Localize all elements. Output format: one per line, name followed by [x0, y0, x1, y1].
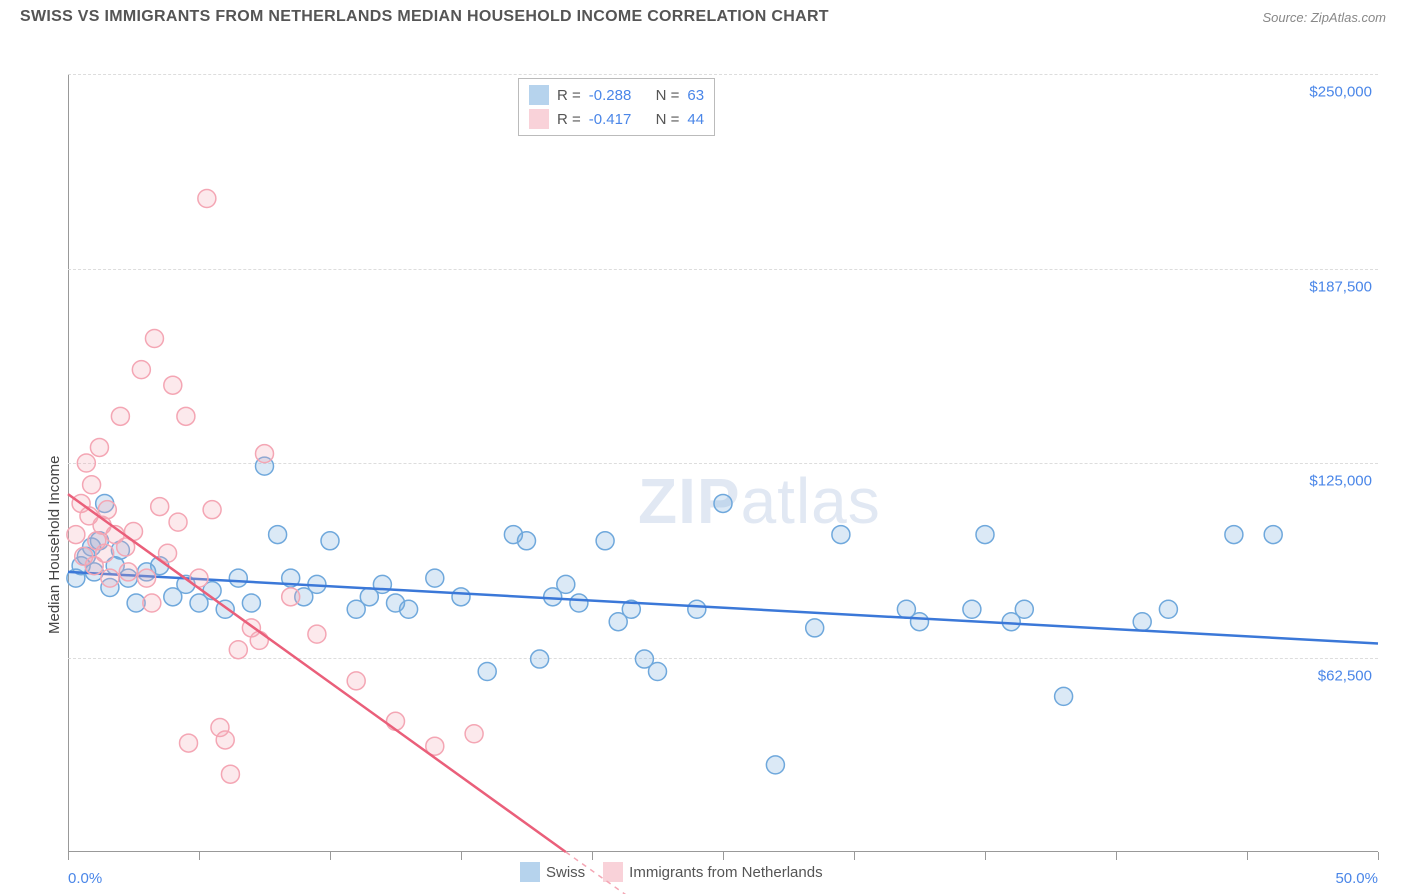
- stat-label: N =: [656, 111, 680, 128]
- scatter-svg: [68, 74, 1378, 852]
- data-point: [531, 650, 549, 668]
- x-tick: [1116, 852, 1117, 860]
- data-point: [308, 625, 326, 643]
- data-point: [766, 756, 784, 774]
- data-point: [101, 569, 119, 587]
- data-point: [145, 330, 163, 348]
- data-point: [688, 600, 706, 618]
- stats-row: R = -0.288 N = 63: [529, 83, 704, 107]
- x-tick: [985, 852, 986, 860]
- data-point: [400, 600, 418, 618]
- x-tick: [68, 852, 69, 860]
- data-point: [518, 532, 536, 550]
- stat-r-value: -0.417: [589, 111, 632, 128]
- data-point: [911, 613, 929, 631]
- data-point: [426, 569, 444, 587]
- legend-label: Swiss: [546, 864, 585, 881]
- bottom-legend: Swiss Immigrants from Netherlands: [520, 862, 823, 882]
- legend-item: Swiss: [520, 862, 585, 882]
- data-point: [256, 445, 274, 463]
- data-point: [242, 594, 260, 612]
- data-point: [321, 532, 339, 550]
- data-point: [714, 494, 732, 512]
- x-tick: [592, 852, 593, 860]
- data-point: [169, 513, 187, 531]
- legend-swatch: [529, 109, 549, 129]
- data-point: [229, 641, 247, 659]
- data-point: [465, 725, 483, 743]
- data-point: [570, 594, 588, 612]
- data-point: [229, 569, 247, 587]
- data-point: [1015, 600, 1033, 618]
- data-point: [98, 501, 116, 519]
- x-tick: [1247, 852, 1248, 860]
- legend-swatch: [520, 862, 540, 882]
- stat-label: R =: [557, 87, 581, 104]
- x-tick: [723, 852, 724, 860]
- data-point: [96, 544, 114, 562]
- data-point: [250, 631, 268, 649]
- data-point: [143, 594, 161, 612]
- data-point: [198, 189, 216, 207]
- data-point: [269, 526, 287, 544]
- x-label-left: 0.0%: [68, 870, 102, 887]
- data-point: [347, 672, 365, 690]
- data-point: [478, 663, 496, 681]
- data-point: [77, 454, 95, 472]
- data-point: [180, 734, 198, 752]
- y-axis-title: Median Household Income: [46, 456, 63, 634]
- data-point: [452, 588, 470, 606]
- data-point: [138, 569, 156, 587]
- x-label-right: 50.0%: [1335, 870, 1378, 887]
- x-tick: [199, 852, 200, 860]
- data-point: [1055, 687, 1073, 705]
- data-point: [216, 731, 234, 749]
- stat-label: R =: [557, 111, 581, 128]
- data-point: [177, 407, 195, 425]
- data-point: [119, 563, 137, 581]
- data-point: [203, 501, 221, 519]
- data-point: [132, 361, 150, 379]
- stat-r-value: -0.288: [589, 87, 632, 104]
- data-point: [649, 663, 667, 681]
- data-point: [976, 526, 994, 544]
- legend-item: Immigrants from Netherlands: [603, 862, 822, 882]
- x-tick: [1378, 852, 1379, 860]
- chart-title: SWISS VS IMMIGRANTS FROM NETHERLANDS MED…: [20, 8, 829, 26]
- data-point: [282, 588, 300, 606]
- data-point: [963, 600, 981, 618]
- data-point: [1133, 613, 1151, 631]
- plot-area: $62,500$125,000$187,500$250,0000.0%50.0%…: [68, 74, 1378, 852]
- stat-n-value: 63: [687, 87, 704, 104]
- data-point: [159, 544, 177, 562]
- chart-container: $62,500$125,000$187,500$250,0000.0%50.0%…: [20, 34, 1386, 894]
- data-point: [67, 526, 85, 544]
- legend-swatch: [529, 85, 549, 105]
- stats-row: R = -0.417 N = 44: [529, 107, 704, 131]
- data-point: [1159, 600, 1177, 618]
- data-point: [151, 498, 169, 516]
- legend-swatch: [603, 862, 623, 882]
- data-point: [387, 712, 405, 730]
- stat-n-value: 44: [687, 111, 704, 128]
- data-point: [90, 438, 108, 456]
- data-point: [557, 575, 575, 593]
- x-tick: [461, 852, 462, 860]
- data-point: [806, 619, 824, 637]
- data-point: [111, 407, 129, 425]
- data-point: [1264, 526, 1282, 544]
- data-point: [221, 765, 239, 783]
- data-point: [83, 476, 101, 494]
- data-point: [164, 376, 182, 394]
- data-point: [596, 532, 614, 550]
- x-tick: [330, 852, 331, 860]
- data-point: [832, 526, 850, 544]
- stats-box: R = -0.288 N = 63 R = -0.417 N = 44: [518, 78, 715, 136]
- stat-label: N =: [656, 87, 680, 104]
- legend-label: Immigrants from Netherlands: [629, 864, 822, 881]
- data-point: [1225, 526, 1243, 544]
- source-label: Source: ZipAtlas.com: [1262, 10, 1386, 25]
- x-tick: [854, 852, 855, 860]
